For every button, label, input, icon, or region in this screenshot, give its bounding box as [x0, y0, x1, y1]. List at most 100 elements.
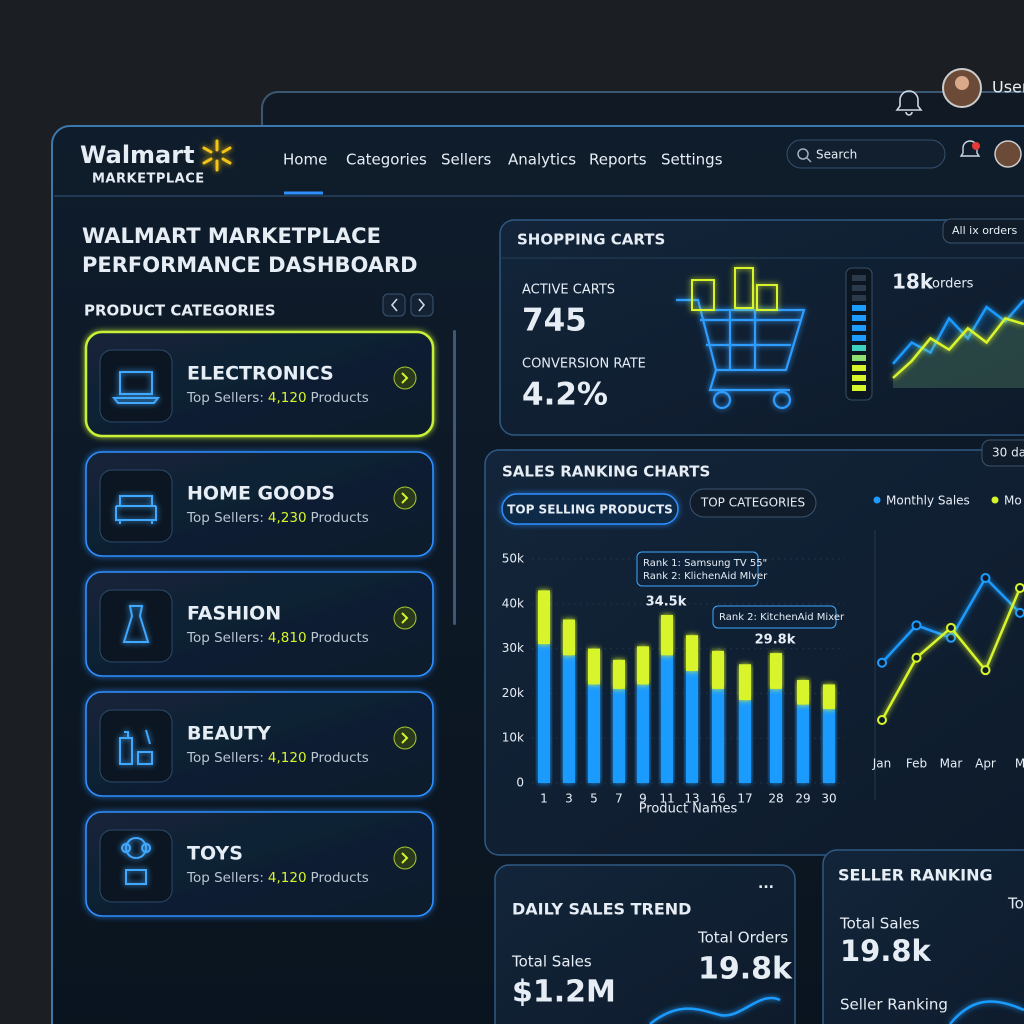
- period-dropdown[interactable]: [981, 439, 1024, 467]
- subtitle-unit: Products: [311, 750, 369, 766]
- filter-dropdown[interactable]: [942, 218, 1024, 244]
- icon-box: [99, 709, 173, 783]
- search-box[interactable]: [786, 139, 946, 169]
- subtitle-unit: Products: [311, 510, 369, 526]
- section-title: PRODUCT CATEGORIES: [84, 302, 276, 320]
- card-menu[interactable]: ...: [758, 876, 774, 892]
- nav-item[interactable]: Analytics: [508, 151, 576, 169]
- bar-segment: [739, 664, 751, 701]
- subtitle-unit: Products: [311, 870, 369, 886]
- prev-button[interactable]: [382, 293, 406, 317]
- card-arrow-button[interactable]: [393, 366, 417, 390]
- nav-item[interactable]: Categories: [346, 151, 427, 169]
- tooltip: [712, 605, 837, 629]
- metric-value: 745: [522, 303, 587, 339]
- subtitle-label: Top Sellers:: [186, 510, 264, 526]
- x-tick-label: 3: [565, 792, 573, 806]
- tooltip: [636, 551, 759, 587]
- metric-value: $1.2M: [512, 975, 616, 1010]
- card-arrow-button[interactable]: [393, 726, 417, 750]
- logo[interactable]: Walmart: [80, 141, 195, 169]
- x-tick-label: 7: [615, 792, 623, 806]
- card-arrow-button[interactable]: [393, 486, 417, 510]
- card-title: DAILY SALES TREND: [512, 900, 691, 919]
- line-point: [1015, 582, 1024, 593]
- bar-segment: [588, 648, 600, 685]
- next-button[interactable]: [410, 293, 434, 317]
- level-meter-segments: [852, 275, 866, 391]
- nav-item[interactable]: Home: [283, 151, 327, 169]
- icon-box: [99, 829, 173, 903]
- x-tick-label: Apr: [975, 757, 996, 771]
- x-tick-label: 17: [737, 792, 752, 806]
- card-title: SHOPPING CARTS: [517, 231, 665, 249]
- x-tick-label: 1: [540, 792, 548, 806]
- line-point: [911, 620, 922, 631]
- search-icon-handle: [806, 157, 812, 163]
- period-label[interactable]: 30 day: [992, 446, 1024, 460]
- tab-active[interactable]: [501, 493, 679, 525]
- line-point: [946, 622, 956, 633]
- filter-label[interactable]: All ix orders: [952, 224, 1018, 237]
- metric-label: To: [1007, 895, 1024, 913]
- scrollbar[interactable]: [453, 330, 456, 625]
- bar-segment: [637, 646, 649, 685]
- category-card[interactable]: TOYS Top Sellers: 4,120 Products: [85, 811, 434, 917]
- subtitle-count: 4,810: [268, 630, 307, 646]
- line-point: [877, 657, 887, 668]
- category-card[interactable]: HOME GOODS Top Sellers: 4,230 Products: [85, 451, 434, 557]
- annotation: 29.8k: [755, 633, 796, 648]
- card-arrow: [401, 852, 409, 864]
- line-point: [980, 665, 991, 676]
- subtitle-count: 4,120: [268, 390, 307, 406]
- daily-sales-card: [494, 864, 796, 1024]
- line-series: [892, 316, 1024, 379]
- tab-label[interactable]: TOP CATEGORIES: [700, 496, 805, 510]
- annotation: Rank 2: KitchenAid Mixer: [719, 612, 845, 623]
- subtitle-label: Top Sellers:: [186, 630, 264, 646]
- y-tick-label: 30k: [502, 641, 524, 655]
- search-placeholder[interactable]: Search: [816, 148, 857, 162]
- card-arrow: [401, 492, 409, 504]
- category-card[interactable]: ELECTRONICS Top Sellers: 4,120 Products: [84, 330, 435, 438]
- bell-icon[interactable]: [895, 90, 923, 116]
- tab-label[interactable]: TOP SELLING PRODUCTS: [507, 503, 673, 517]
- category-card[interactable]: FASHION Top Sellers: 4,810 Products: [85, 571, 434, 677]
- x-tick-label: 29: [795, 792, 810, 806]
- x-tick-label: 5: [590, 792, 598, 806]
- tab[interactable]: [689, 488, 817, 518]
- bar-segment: [661, 655, 673, 783]
- x-tick-label: 13: [684, 792, 699, 806]
- subtitle-label: Top Sellers:: [186, 870, 264, 886]
- category-name: FASHION: [187, 603, 281, 625]
- decorative-sparkline: [649, 996, 781, 1024]
- metric-label: CONVERSION RATE: [522, 357, 646, 372]
- bar-segment: [686, 635, 698, 671]
- icon-box: [99, 589, 173, 663]
- legend-swatch: [991, 496, 999, 504]
- nav-item[interactable]: Settings: [661, 151, 723, 169]
- line-area: [893, 318, 1024, 388]
- category-card[interactable]: BEAUTY Top Sellers: 4,120 Products: [85, 691, 434, 797]
- bar-segment: [823, 709, 835, 783]
- card-arrow-button[interactable]: [393, 846, 417, 870]
- nav-avatar[interactable]: [994, 140, 1022, 168]
- x-tick-label: 28: [768, 792, 783, 806]
- nav-item[interactable]: Sellers: [441, 151, 491, 169]
- seller-ranking-card: [822, 849, 1024, 1024]
- card-background: [85, 811, 434, 917]
- nav-item[interactable]: Reports: [589, 151, 647, 169]
- bar-segment: [613, 688, 625, 783]
- cart-illustration: [676, 298, 806, 410]
- bar-segment: [637, 684, 649, 783]
- dashboard-subtitle: PERFORMANCE DASHBOARD: [82, 253, 418, 277]
- logo-spark: [202, 139, 232, 172]
- card-arrow: [401, 372, 409, 384]
- card-arrow-button[interactable]: [393, 606, 417, 630]
- x-tick-label: M: [1015, 757, 1024, 771]
- category-subtitle: Top Sellers: 4,810 Products: [186, 630, 369, 646]
- user-name: User: [992, 78, 1024, 97]
- bar-segment: [563, 655, 575, 783]
- card-background: [85, 571, 434, 677]
- x-tick-label: Feb: [906, 757, 927, 771]
